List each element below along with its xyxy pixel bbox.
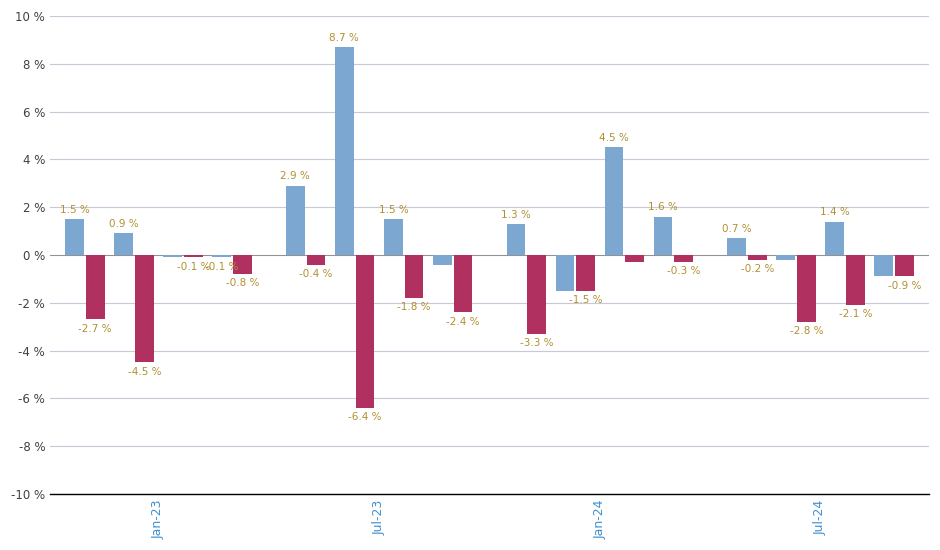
Text: 2.9 %: 2.9 % [280,172,310,182]
Bar [604,147,623,255]
Bar [335,47,353,255]
Bar [65,219,84,255]
Text: -0.9 %: -0.9 % [887,280,921,291]
Text: -6.4 %: -6.4 % [348,412,382,422]
Bar [433,255,452,265]
Bar [527,255,546,334]
Bar [797,255,816,322]
Text: -0.1 %: -0.1 % [177,262,210,272]
Text: 1.4 %: 1.4 % [820,207,850,217]
Bar [556,255,574,291]
Bar [825,222,844,255]
Bar [164,255,182,257]
Bar [874,255,893,277]
Text: 1.5 %: 1.5 % [379,205,408,215]
Text: 1.6 %: 1.6 % [649,202,678,212]
Bar [776,255,795,260]
Text: -0.8 %: -0.8 % [226,278,259,288]
Text: 4.5 %: 4.5 % [599,133,629,143]
Bar [233,255,252,274]
Bar [507,224,525,255]
Text: 1.5 %: 1.5 % [60,205,89,215]
Bar [674,255,693,262]
Bar [728,238,746,255]
Bar [355,255,374,408]
Text: -3.3 %: -3.3 % [520,338,554,348]
Text: -2.4 %: -2.4 % [446,317,479,327]
Bar [654,217,672,255]
Bar [846,255,865,305]
Bar [576,255,595,291]
Bar [748,255,766,260]
Bar [286,186,305,255]
Text: -2.8 %: -2.8 % [790,326,823,336]
Text: -1.8 %: -1.8 % [398,302,431,312]
Bar [404,255,423,298]
Bar [86,255,104,320]
Bar [306,255,325,265]
Text: -2.7 %: -2.7 % [78,324,112,334]
Bar [115,233,133,255]
Text: -0.1 %: -0.1 % [205,262,239,272]
Text: 8.7 %: 8.7 % [329,33,359,43]
Text: -2.1 %: -2.1 % [838,310,872,320]
Bar [212,255,231,257]
Bar [895,255,914,277]
Bar [384,219,402,255]
Bar [135,255,153,362]
Text: 0.9 %: 0.9 % [109,219,138,229]
Text: 1.3 %: 1.3 % [501,210,531,219]
Text: -4.5 %: -4.5 % [128,367,161,377]
Text: -1.5 %: -1.5 % [569,295,603,305]
Text: -0.4 %: -0.4 % [299,269,333,279]
Text: 0.7 %: 0.7 % [722,224,751,234]
Bar [625,255,644,262]
Bar [184,255,203,257]
Bar [454,255,472,312]
Text: -0.3 %: -0.3 % [667,266,700,277]
Text: -0.2 %: -0.2 % [741,264,774,274]
